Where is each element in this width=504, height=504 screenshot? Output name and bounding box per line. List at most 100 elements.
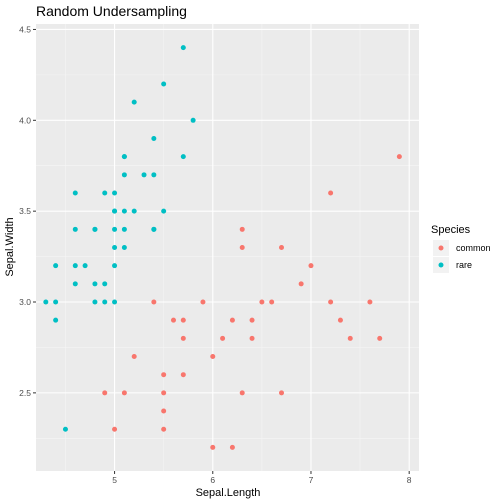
data-point-common — [298, 281, 304, 287]
data-point-common — [161, 390, 167, 396]
data-point-rare — [72, 190, 78, 196]
data-point-rare — [121, 208, 127, 214]
data-point-rare — [112, 299, 118, 305]
legend-label-rare: rare — [456, 260, 472, 270]
data-point-common — [161, 426, 167, 432]
data-point-rare — [72, 226, 78, 232]
plot-panel — [36, 24, 419, 471]
data-point-common — [337, 317, 343, 323]
data-point-common — [279, 390, 285, 396]
grid-minor — [36, 24, 419, 471]
data-point-rare — [121, 245, 127, 250]
data-point-rare — [43, 299, 49, 305]
data-point-common — [377, 335, 383, 341]
data-point-common — [279, 245, 285, 250]
x-tick-label: 6 — [210, 475, 215, 485]
data-point-common — [229, 317, 235, 323]
data-point-rare — [72, 263, 78, 269]
data-point-common — [112, 426, 118, 432]
data-point-common — [328, 190, 334, 196]
y-tick-label: 3.0 — [19, 297, 31, 307]
data-point-common — [180, 335, 186, 341]
y-tick-label: 4.0 — [19, 115, 31, 125]
data-point-common — [151, 299, 157, 305]
legend-marker-common — [438, 245, 444, 251]
data-point-rare — [131, 99, 137, 105]
data-point-rare — [151, 135, 157, 141]
legend-title: Species — [431, 224, 471, 236]
data-point-rare — [161, 208, 167, 214]
data-point-rare — [121, 226, 127, 232]
data-point-rare — [53, 299, 59, 305]
data-point-rare — [112, 226, 118, 232]
data-point-rare — [112, 208, 118, 214]
legend-label-common: common — [456, 243, 491, 253]
data-point-rare — [180, 45, 186, 51]
legend-marker-rare — [438, 262, 444, 268]
data-point-rare — [82, 263, 88, 269]
data-point-rare — [53, 263, 59, 269]
data-point-rare — [92, 299, 98, 305]
data-point-rare — [112, 190, 118, 196]
data-point-rare — [121, 172, 127, 178]
data-point-rare — [102, 190, 108, 196]
data-point-common — [180, 372, 186, 378]
data-point-common — [200, 299, 206, 305]
data-point-rare — [151, 172, 157, 178]
data-point-common — [249, 317, 255, 323]
data-point-common — [131, 354, 137, 360]
data-point-rare — [131, 208, 137, 214]
data-point-common — [259, 299, 265, 305]
y-tick-label: 4.5 — [19, 24, 31, 34]
data-point-common — [229, 444, 235, 450]
data-point-rare — [161, 81, 167, 87]
x-axis-ticks: 5 6 7 8 — [112, 471, 412, 485]
data-point-common — [180, 317, 186, 323]
data-point-common — [161, 408, 167, 414]
data-point-common — [220, 335, 226, 341]
data-point-rare — [102, 299, 108, 305]
data-point-rare — [141, 172, 147, 178]
x-tick-label: 8 — [407, 475, 412, 485]
data-point-common — [102, 390, 108, 396]
data-point-rare — [121, 154, 127, 160]
data-point-common — [239, 226, 245, 232]
data-point-common — [161, 372, 167, 378]
data-point-rare — [151, 226, 157, 232]
x-tick-label: 7 — [309, 475, 314, 485]
data-point-common — [210, 354, 216, 360]
chart-title: Random Undersampling — [36, 3, 187, 19]
data-point-common — [347, 335, 353, 341]
grid-major — [36, 24, 419, 471]
data-point-common — [328, 299, 334, 305]
data-point-common — [308, 263, 314, 269]
y-axis-ticks: 2.5 3.0 3.5 4.0 4.5 — [19, 24, 36, 398]
data-point-common — [396, 154, 402, 160]
data-point-common — [239, 390, 245, 396]
data-point-common — [367, 299, 373, 305]
data-point-common — [249, 335, 255, 341]
data-point-rare — [72, 281, 78, 287]
data-point-common — [121, 390, 127, 396]
data-point-common — [170, 317, 176, 323]
y-tick-label: 2.5 — [19, 388, 31, 398]
data-point-rare — [102, 281, 108, 287]
x-axis-title: Sepal.Length — [196, 487, 261, 499]
data-points — [43, 45, 402, 450]
x-tick-label: 5 — [112, 475, 117, 485]
data-point-rare — [62, 426, 68, 432]
y-tick-label: 3.5 — [19, 206, 31, 216]
legend: Species common rare — [431, 224, 491, 273]
data-point-rare — [180, 154, 186, 160]
data-point-common — [210, 444, 216, 450]
data-point-rare — [92, 281, 98, 287]
data-point-rare — [190, 117, 196, 123]
data-point-rare — [53, 317, 59, 323]
y-axis-title: Sepal.Width — [4, 217, 16, 276]
data-point-rare — [112, 263, 118, 269]
data-point-common — [269, 299, 275, 305]
data-point-rare — [112, 245, 118, 250]
data-point-common — [239, 245, 245, 250]
data-point-rare — [92, 226, 98, 232]
